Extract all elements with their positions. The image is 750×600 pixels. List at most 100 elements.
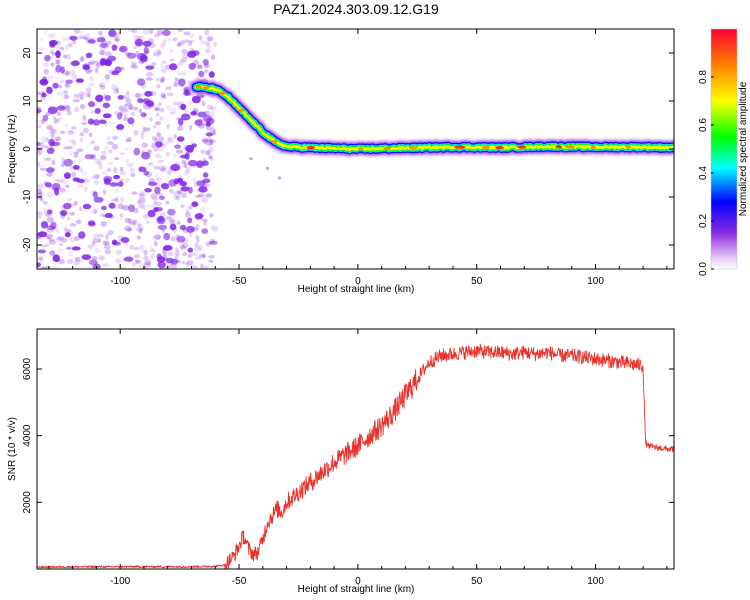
noise-point <box>153 234 161 240</box>
snr-xtick-label: 100 <box>587 576 604 587</box>
noise-point <box>201 218 209 222</box>
noise-point <box>187 159 198 167</box>
noise-point <box>198 186 208 193</box>
noise-point <box>156 235 161 241</box>
noise-point <box>119 151 126 155</box>
noise-point <box>165 257 174 264</box>
stray-point <box>265 166 270 170</box>
noise-point <box>114 157 120 161</box>
noise-point <box>157 102 162 107</box>
noise-point <box>37 111 40 116</box>
noise-point <box>93 196 104 203</box>
noise-point <box>208 37 213 42</box>
ridge-hotspot <box>358 147 364 151</box>
noise-point <box>142 214 150 219</box>
noise-point <box>107 162 114 165</box>
noise-point <box>144 90 153 97</box>
noise-point <box>200 137 208 142</box>
spectrogram-ytick-label: 0 <box>22 146 33 152</box>
noise-point <box>41 136 46 142</box>
noise-point <box>182 69 187 74</box>
noise-point <box>99 164 103 171</box>
noise-point <box>195 256 202 260</box>
noise-point <box>79 157 83 164</box>
noise-point <box>201 228 209 234</box>
noise-point <box>130 168 135 173</box>
noise-point <box>43 68 50 75</box>
noise-point <box>94 67 99 74</box>
noise-point <box>100 85 106 90</box>
noise-point <box>181 57 187 63</box>
noise-point <box>119 171 127 176</box>
noise-point <box>205 140 213 146</box>
noise-point <box>65 185 70 188</box>
noise-point <box>145 100 154 107</box>
noise-point <box>94 108 101 114</box>
noise-point <box>93 233 99 239</box>
spectrogram-ridge <box>188 78 674 180</box>
noise-point <box>170 163 181 172</box>
noise-point <box>62 37 69 42</box>
noise-point <box>140 130 145 135</box>
noise-point <box>203 220 207 226</box>
noise-point <box>92 175 97 180</box>
noise-point <box>116 112 123 120</box>
noise-point <box>205 193 212 198</box>
noise-point <box>52 82 59 89</box>
noise-point <box>187 247 194 253</box>
noise-point <box>101 150 107 155</box>
noise-point <box>189 47 195 53</box>
spectrogram-ytick-label: 20 <box>22 47 33 59</box>
noise-point <box>88 265 96 269</box>
noise-point <box>167 169 172 176</box>
ridge-hotspot <box>218 91 226 95</box>
noise-point <box>97 238 102 244</box>
noise-point <box>157 212 162 216</box>
noise-point <box>210 106 217 111</box>
noise-point <box>165 151 171 157</box>
noise-point <box>124 218 131 223</box>
noise-point <box>131 223 137 228</box>
noise-point <box>205 40 210 47</box>
noise-point <box>175 247 179 252</box>
noise-point <box>80 171 88 176</box>
noise-point <box>65 174 71 179</box>
noise-point <box>188 39 195 43</box>
noise-point <box>124 225 132 232</box>
ridge-hotspot <box>383 146 391 150</box>
noise-point <box>173 134 177 139</box>
noise-point <box>59 130 66 134</box>
noise-point <box>37 153 41 157</box>
noise-point <box>59 187 66 193</box>
noise-point <box>45 137 50 142</box>
noise-point <box>114 34 118 41</box>
noise-point <box>198 193 205 198</box>
noise-point <box>204 110 211 116</box>
noise-point <box>92 241 96 246</box>
noise-point <box>185 166 191 173</box>
noise-point <box>40 256 44 263</box>
noise-point <box>64 232 71 238</box>
noise-point <box>41 200 48 205</box>
noise-point <box>63 202 72 210</box>
noise-point <box>69 35 78 41</box>
noise-point <box>188 124 193 131</box>
noise-point <box>84 33 91 37</box>
noise-point <box>120 237 130 243</box>
noise-point <box>83 178 91 183</box>
noise-point <box>138 108 143 114</box>
noise-point <box>78 184 84 188</box>
noise-point <box>113 88 120 95</box>
noise-point <box>169 58 175 62</box>
noise-point <box>124 147 130 151</box>
noise-point <box>175 195 181 201</box>
noise-point <box>57 235 65 241</box>
noise-point <box>56 40 61 45</box>
noise-point <box>46 157 52 162</box>
noise-point <box>115 196 119 202</box>
noise-point <box>182 252 188 256</box>
noise-point <box>177 118 184 126</box>
snr-panel: -100 -50 0 50 100 2000 4000 6000 Height of stra… <box>7 328 675 595</box>
noise-point <box>47 75 54 80</box>
noise-point <box>90 175 96 179</box>
